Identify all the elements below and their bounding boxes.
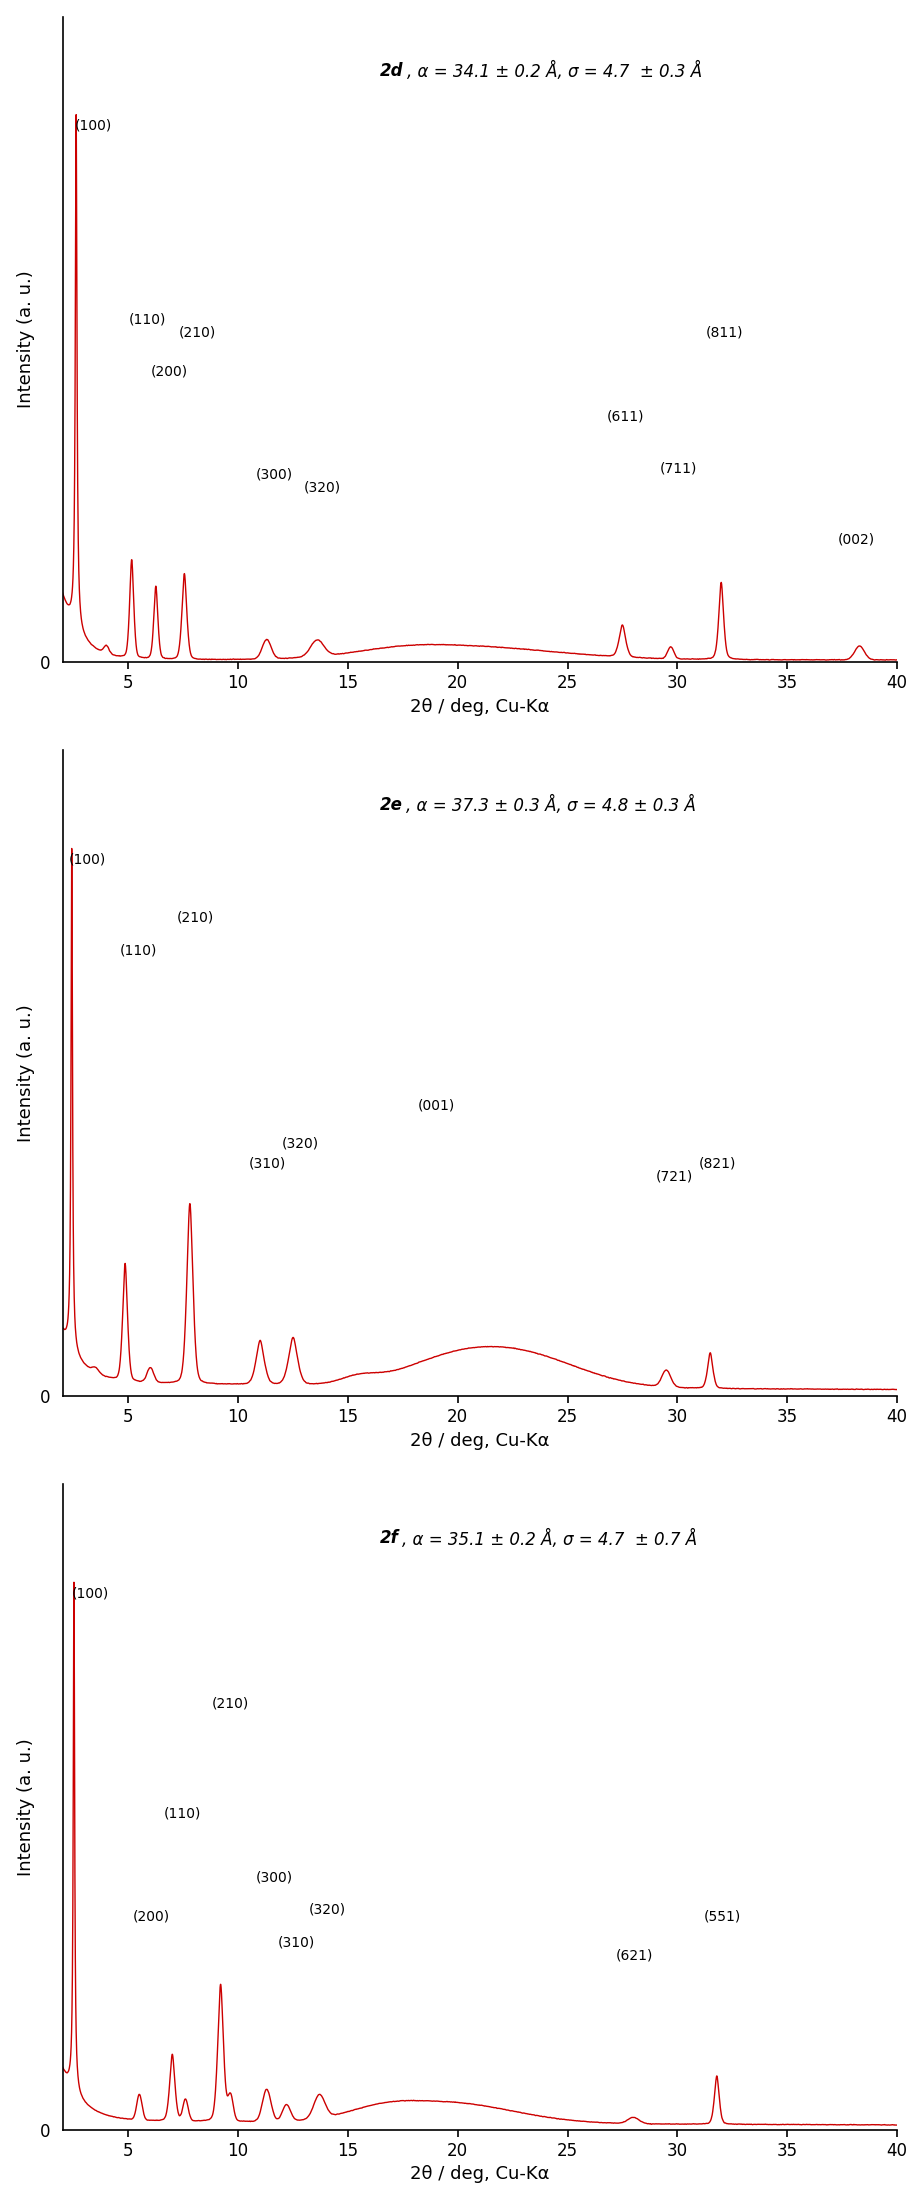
Text: (611): (611) [607,409,645,422]
Text: 2f: 2f [380,1529,398,1547]
Text: (551): (551) [703,1910,741,1923]
Text: (210): (210) [212,1696,249,1709]
Text: , α = 35.1 ± 0.2 Å, σ = 4.7  ± 0.7 Å: , α = 35.1 ± 0.2 Å, σ = 4.7 ± 0.7 Å [402,1529,697,1549]
Text: (721): (721) [655,1168,693,1184]
Text: 2d: 2d [380,62,403,79]
Text: , α = 37.3 ± 0.3 Å, σ = 4.8 ± 0.3 Å: , α = 37.3 ± 0.3 Å, σ = 4.8 ± 0.3 Å [407,796,696,814]
Text: (210): (210) [179,326,216,339]
X-axis label: 2θ / deg, Cu-Kα: 2θ / deg, Cu-Kα [410,697,550,715]
Text: (310): (310) [249,1157,286,1170]
X-axis label: 2θ / deg, Cu-Kα: 2θ / deg, Cu-Kα [410,2165,550,2182]
Text: (320): (320) [282,1137,319,1151]
Text: (100): (100) [69,854,106,867]
Text: (320): (320) [309,1903,346,1916]
Text: (210): (210) [176,911,214,924]
Text: (310): (310) [278,1936,315,1949]
Text: , α = 34.1 ± 0.2 Å, σ = 4.7  ± 0.3 Å: , α = 34.1 ± 0.2 Å, σ = 4.7 ± 0.3 Å [407,62,702,81]
Text: (811): (811) [706,326,743,339]
Text: (320): (320) [304,480,341,495]
Text: (110): (110) [128,312,165,326]
Text: (621): (621) [615,1947,653,1962]
Text: (200): (200) [151,365,188,378]
Text: 2e: 2e [380,796,403,814]
Y-axis label: Intensity (a. u.): Intensity (a. u.) [17,1005,35,1142]
Text: (300): (300) [256,469,293,482]
Text: (821): (821) [699,1157,736,1170]
Text: (300): (300) [256,1870,293,1885]
Text: (001): (001) [419,1098,456,1111]
Y-axis label: Intensity (a. u.): Intensity (a. u.) [17,271,35,409]
Text: (110): (110) [164,1806,201,1819]
Text: (100): (100) [75,119,112,132]
X-axis label: 2θ / deg, Cu-Kα: 2θ / deg, Cu-Kα [410,1432,550,1450]
Y-axis label: Intensity (a. u.): Intensity (a. u.) [17,1738,35,1877]
Text: (002): (002) [837,532,875,546]
Text: (110): (110) [119,944,157,957]
Text: (100): (100) [71,1586,108,1599]
Text: (711): (711) [660,462,697,475]
Text: (200): (200) [133,1910,170,1923]
